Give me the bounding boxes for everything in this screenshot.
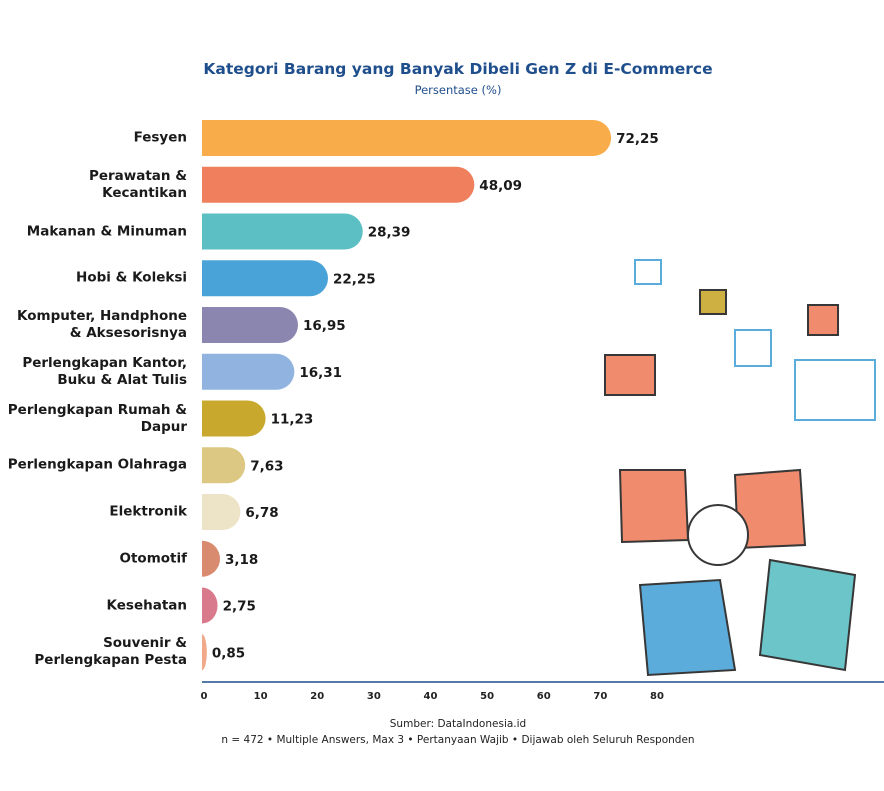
value-label: 72,25 bbox=[616, 131, 659, 147]
x-tick-label: 10 bbox=[254, 691, 268, 702]
bar bbox=[202, 447, 246, 484]
value-label: 2,75 bbox=[223, 599, 256, 615]
x-tick-label: 40 bbox=[424, 691, 438, 702]
x-tick-label: 30 bbox=[367, 691, 381, 702]
x-tick-label: 50 bbox=[480, 691, 494, 702]
value-label: 16,31 bbox=[299, 365, 342, 381]
category-label: Perawatan & Kecantikan bbox=[88, 167, 187, 201]
source: Sumber: DataIndonesia.id bbox=[389, 718, 527, 730]
category-label: Perlengkapan Rumah & Dapur bbox=[7, 401, 187, 435]
x-tick-label: 0 bbox=[201, 691, 208, 702]
bar bbox=[202, 213, 363, 250]
category-label: Perlengkapan Kantor, Buku & Alat Tulis bbox=[22, 354, 187, 388]
bar bbox=[202, 353, 295, 390]
bar bbox=[202, 494, 241, 530]
value-label: 0,85 bbox=[212, 645, 245, 661]
x-tick-label: 20 bbox=[310, 691, 324, 702]
chart-subtitle: Persentase (%) bbox=[414, 83, 502, 97]
x-tick-label: 70 bbox=[593, 691, 607, 702]
bar bbox=[202, 587, 218, 624]
value-label: 28,39 bbox=[368, 225, 411, 241]
bar bbox=[202, 400, 266, 437]
value-label: 22,25 bbox=[333, 271, 376, 287]
category-label: Makanan & Minuman bbox=[26, 223, 187, 239]
category-label: Elektronik bbox=[109, 503, 187, 520]
value-label: 11,23 bbox=[271, 412, 314, 428]
bar bbox=[202, 540, 221, 577]
bar bbox=[202, 307, 298, 343]
bar bbox=[202, 120, 612, 156]
category-label: Fesyen bbox=[133, 129, 187, 146]
category-label: Hobi & Koleksi bbox=[76, 269, 187, 286]
bar bbox=[202, 166, 475, 203]
bar bbox=[202, 260, 328, 297]
value-label: 48,09 bbox=[479, 178, 522, 194]
category-label: Kesehatan bbox=[106, 597, 187, 613]
category-label: Otomotif bbox=[119, 550, 188, 567]
category-label: Perlengkapan Olahraga bbox=[7, 456, 187, 473]
x-tick-label: 80 bbox=[650, 691, 664, 702]
bar bbox=[202, 634, 207, 671]
category-label: Souvenir & Perlengkapan Pesta bbox=[34, 635, 187, 669]
value-label: 3,18 bbox=[225, 552, 258, 568]
note: n = 472 • Multiple Answers, Max 3 • Pert… bbox=[221, 734, 695, 746]
illustration bbox=[604, 259, 876, 677]
value-label: 16,95 bbox=[303, 318, 346, 334]
x-tick-label: 60 bbox=[537, 691, 551, 702]
value-label: 7,63 bbox=[250, 458, 283, 474]
chart-title: Kategori Barang yang Banyak Dibeli Gen Z… bbox=[203, 60, 713, 78]
value-label: 6,78 bbox=[245, 505, 278, 521]
category-label: Komputer, Handphone & Aksesorisnya bbox=[17, 308, 187, 341]
